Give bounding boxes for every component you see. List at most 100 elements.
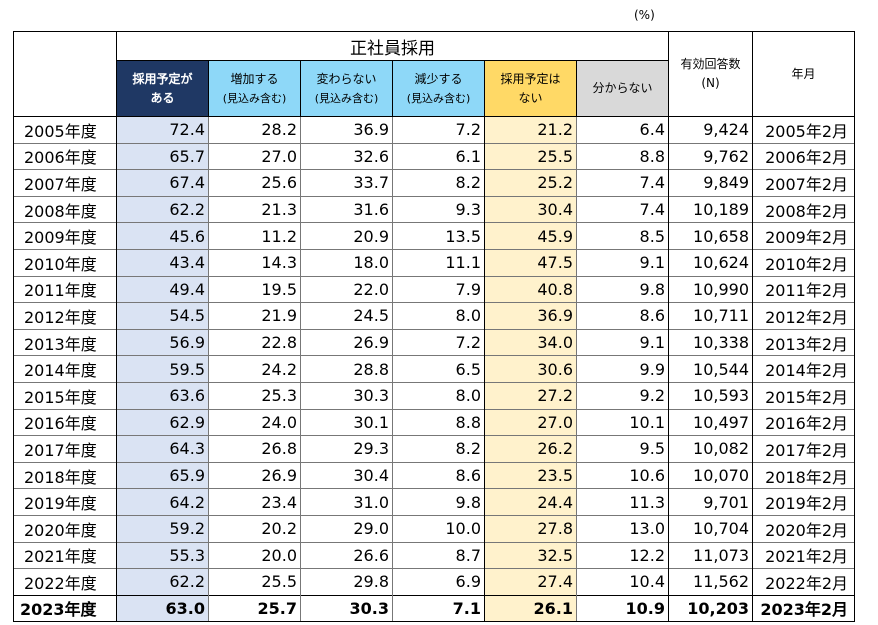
yes-cell: 49.4	[116, 275, 209, 303]
table-row: 2006年度 65.7 27.0 32.6 6.1 25.5 8.8 9,762 2006年2月	[13, 142, 855, 170]
header-n-line2: (N)	[701, 76, 720, 90]
n-cell: 9,701	[668, 488, 753, 516]
unknown-cell: 13.0	[576, 514, 669, 542]
unknown-cell: 7.4	[576, 195, 669, 223]
n-cell: 10,497	[668, 408, 753, 436]
decrease-cell: 6.9	[392, 568, 485, 596]
yes-cell: 64.2	[116, 488, 209, 516]
unit-label: (%)	[634, 8, 655, 22]
n-cell: 9,849	[668, 169, 753, 197]
table-row: 2011年度 49.4 19.5 22.0 7.9 40.8 9.8 10,990 2011年2…	[13, 275, 855, 303]
header-n-line1: 有効回答数	[680, 57, 741, 71]
corner-cell	[13, 31, 117, 117]
n-cell: 10,704	[668, 514, 753, 542]
month-cell: 2007年2月	[752, 169, 855, 197]
header-increase-line2: (見込み含む)	[222, 91, 287, 105]
increase-cell: 24.2	[208, 355, 301, 383]
month-cell: 2015年2月	[752, 381, 855, 410]
month-cell: 2019年2月	[752, 488, 855, 516]
year-cell: 2012年度	[13, 302, 117, 330]
decrease-cell: 8.0	[392, 302, 485, 330]
table-row: 2010年度 43.4 14.3 18.0 11.1 47.5 9.1 10,624 2010年…	[13, 248, 855, 277]
year-cell: 2022年度	[13, 568, 117, 596]
yes-cell: 64.3	[116, 435, 209, 463]
header-no-line2: ない	[518, 90, 543, 105]
increase-cell: 28.2	[208, 116, 301, 144]
same-cell: 26.6	[300, 541, 393, 569]
table-row: 2017年度 64.3 26.8 29.3 8.2 26.2 9.5 10,082 2017年2…	[13, 435, 855, 463]
n-cell: 10,990	[668, 275, 753, 303]
same-cell: 30.3	[300, 381, 393, 410]
decrease-cell: 8.0	[392, 381, 485, 410]
month-cell: 2009年2月	[752, 222, 855, 250]
decrease-cell: 11.1	[392, 248, 485, 277]
unknown-cell: 9.5	[576, 435, 669, 463]
same-cell: 26.9	[300, 328, 393, 356]
decrease-cell: 6.5	[392, 355, 485, 383]
year-cell: 2014年度	[13, 355, 117, 383]
n-cell: 10,070	[668, 461, 753, 489]
table-row: 2008年度 62.2 21.3 31.6 9.3 30.4 7.4 10,189 2008年2…	[13, 195, 855, 223]
table-row: 2022年度 62.2 25.5 29.8 6.9 27.4 10.4 11,562 2022年…	[13, 568, 855, 596]
year-cell: 2006年度	[13, 142, 117, 170]
yes-cell: 62.9	[116, 408, 209, 436]
table-row: 2021年度 55.3 20.0 26.6 8.7 32.5 12.2 11,073 2021年…	[13, 541, 855, 569]
yes-cell: 62.2	[116, 195, 209, 223]
table-row: 2007年度 67.4 25.6 33.7 8.2 25.2 7.4 9,849 2007年2月	[13, 169, 855, 197]
unknown-cell: 11.3	[576, 488, 669, 516]
table-row: 2013年度 56.9 22.8 26.9 7.2 34.0 9.1 10,338 2013年2…	[13, 328, 855, 356]
month-cell: 2006年2月	[752, 142, 855, 170]
same-cell: 31.6	[300, 195, 393, 223]
unknown-cell: 7.4	[576, 169, 669, 197]
unknown-cell: 8.8	[576, 142, 669, 170]
increase-cell: 20.0	[208, 541, 301, 569]
month-cell: 2018年2月	[752, 461, 855, 489]
increase-cell: 24.0	[208, 408, 301, 436]
header-increase-line1: 増加する	[230, 71, 279, 86]
increase-cell: 22.8	[208, 328, 301, 356]
n-cell: 9,424	[668, 116, 753, 144]
same-cell: 33.7	[300, 169, 393, 197]
no-cell: 47.5	[484, 248, 577, 277]
n-cell: 11,562	[668, 568, 753, 596]
table-row: 2009年度 45.6 11.2 20.9 13.5 45.9 8.5 10,658 2009年…	[13, 222, 855, 250]
hiring-plan-table: 正社員採用 有効回答数 (N) 年月 採用予定が ある 増加する (見込み含む)…	[13, 31, 855, 623]
month-cell: 2010年2月	[752, 248, 855, 277]
no-cell: 40.8	[484, 275, 577, 303]
year-cell: 2009年度	[13, 222, 117, 250]
decrease-cell: 8.7	[392, 541, 485, 569]
table-row: 2015年度 63.6 25.3 30.3 8.0 27.2 9.2 10,593 2015年2…	[13, 381, 855, 410]
yes-cell: 62.2	[116, 568, 209, 596]
month-cell: 2008年2月	[752, 195, 855, 223]
n-cell: 10,711	[668, 302, 753, 330]
no-cell: 36.9	[484, 302, 577, 330]
unknown-cell: 9.1	[576, 328, 669, 356]
increase-cell: 14.3	[208, 248, 301, 277]
no-cell: 24.4	[484, 488, 577, 516]
unknown-cell: 9.2	[576, 381, 669, 410]
month-cell: 2014年2月	[752, 355, 855, 383]
header-no-line1: 採用予定は	[500, 71, 561, 86]
n-cell: 10,189	[668, 195, 753, 223]
year-cell: 2018年度	[13, 461, 117, 489]
yes-cell: 65.7	[116, 142, 209, 170]
header-yes-line1: 採用予定が	[132, 71, 193, 86]
header-same-line1: 変わらない	[316, 71, 377, 86]
no-cell: 25.2	[484, 169, 577, 197]
year-cell: 2008年度	[13, 195, 117, 223]
year-cell: 2021年度	[13, 541, 117, 569]
year-cell: 2023年度	[13, 594, 117, 623]
yes-cell: 65.9	[116, 461, 209, 489]
decrease-cell: 8.2	[392, 169, 485, 197]
same-cell: 30.3	[300, 594, 393, 623]
year-cell: 2019年度	[13, 488, 117, 516]
header-yes-line2: ある	[150, 90, 175, 105]
same-cell: 30.1	[300, 408, 393, 436]
no-cell: 27.8	[484, 514, 577, 542]
same-cell: 36.9	[300, 116, 393, 144]
month-cell: 2012年2月	[752, 302, 855, 330]
increase-cell: 26.9	[208, 461, 301, 489]
same-cell: 32.6	[300, 142, 393, 170]
increase-cell: 25.7	[208, 594, 301, 623]
yes-cell: 72.4	[116, 116, 209, 144]
